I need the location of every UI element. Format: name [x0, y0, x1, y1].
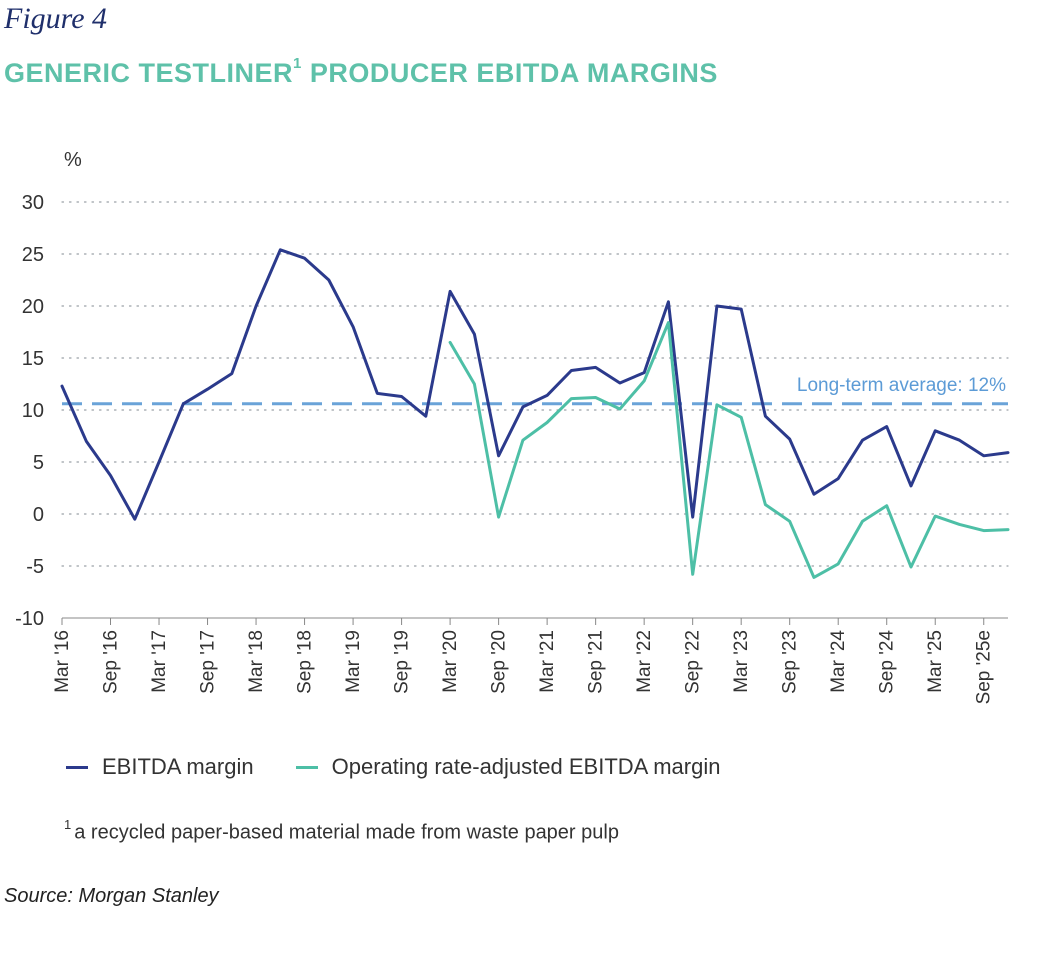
legend-swatch-adjusted	[295, 765, 318, 769]
y-tick-label: 20	[22, 296, 44, 318]
series-layer	[60, 248, 1010, 579]
x-tick-label: Mar '18	[246, 630, 267, 693]
x-tick-label: Mar '22	[634, 630, 655, 693]
x-tick-label: Sep '25e	[974, 630, 995, 704]
x-tick-label: Sep '22	[683, 630, 704, 694]
legend-swatch-ebitda	[66, 765, 88, 769]
adjusted-ebitda-margin-line	[448, 321, 1010, 579]
x-tick-label: Sep '20	[489, 630, 510, 694]
x-tick-label: Sep '24	[877, 630, 898, 694]
x-tick-label: Sep '21	[586, 630, 607, 694]
y-axis: % 30 25 20 15 10 5 0 -5 -10	[15, 149, 82, 630]
y-axis-unit: %	[64, 149, 82, 171]
x-tick-label: Mar '17	[149, 630, 170, 693]
x-tick-label: Mar '24	[828, 630, 849, 693]
legend-label-ebitda: EBITDA margin	[102, 754, 254, 779]
x-tick-label: Sep '16	[101, 630, 122, 694]
chart-title-main: GENERIC TESTLINER	[4, 58, 294, 88]
source-note: Source: Morgan Stanley	[4, 885, 219, 907]
y-tick-label: 0	[33, 504, 44, 526]
x-tick-label: Sep '17	[198, 630, 219, 694]
y-tick-label: 15	[22, 348, 44, 370]
y-tick-label: 5	[33, 452, 44, 474]
ebitda-margin-line	[60, 248, 1010, 521]
legend-item-adjusted: Operating rate-adjusted EBITDA margin	[295, 754, 721, 780]
long-term-average-label: Long-term average: 12%	[797, 375, 1006, 396]
x-tick-label: Mar '25	[925, 630, 946, 693]
legend-label-adjusted: Operating rate-adjusted EBITDA margin	[331, 754, 721, 779]
x-tick-label: Sep '18	[295, 630, 316, 694]
y-tick-label: -5	[26, 556, 44, 578]
grid-layer	[61, 201, 1009, 567]
x-axis: Mar '16 Sep '16 Mar '17 Sep '17 Mar '18 Sep '…	[52, 617, 1008, 704]
chart-title-footnote-marker: 1	[293, 55, 302, 72]
line-chart: % 30 25 20 15 10 5 0 -5 -10 Mar '16 Sep '16 Mar '17…	[15, 149, 1010, 704]
x-tick-label: Sep '23	[780, 630, 801, 694]
x-tick-label: Mar '21	[537, 630, 558, 693]
y-tick-label: 25	[22, 244, 44, 266]
y-tick-label: -10	[15, 608, 44, 630]
y-tick-label: 10	[22, 400, 44, 422]
x-tick-label: Mar '19	[343, 630, 364, 693]
footnote-marker: 1	[64, 817, 72, 832]
legend-item-ebitda: EBITDA margin	[66, 754, 254, 780]
x-tick-label: Mar '23	[731, 630, 752, 693]
reference-line-layer: Long-term average: 12%	[62, 375, 1008, 406]
legend: EBITDA margin Operating rate-adjusted EB…	[66, 754, 762, 780]
chart-title: GENERIC TESTLINER1 PRODUCER EBITDA MARGI…	[4, 55, 718, 89]
chart-title-rest: PRODUCER EBITDA MARGINS	[301, 58, 718, 88]
footnote-text: a recycled paper-based material made fro…	[74, 821, 619, 844]
y-tick-label: 30	[22, 192, 44, 214]
x-tick-label: Mar '16	[52, 630, 73, 693]
x-tick-label: Sep '19	[392, 630, 413, 694]
x-tick-label: Mar '20	[440, 630, 461, 693]
figure-label: Figure 4	[4, 2, 108, 35]
